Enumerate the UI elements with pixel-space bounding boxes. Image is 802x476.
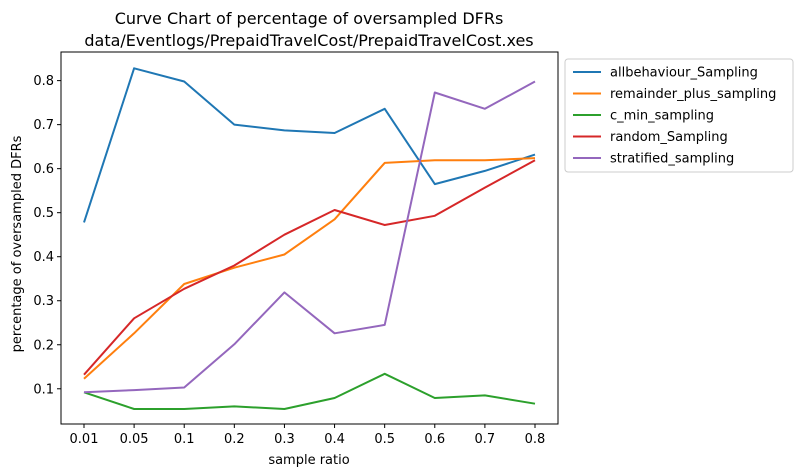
plot-frame xyxy=(60,51,559,425)
y-tick-label: 0.7 xyxy=(33,118,54,133)
series-line-stratified_sampling xyxy=(83,80,536,394)
x-tick-label: 0.8 xyxy=(525,432,546,447)
x-tick-label: 0.1 xyxy=(174,432,195,447)
series-line-remainder_plus_sampling xyxy=(83,157,536,380)
legend-label: allbehaviour_Sampling xyxy=(610,66,758,81)
y-tick-label: 0.6 xyxy=(33,162,54,177)
y-tick-label: 0.3 xyxy=(33,294,54,309)
x-tick-label: 0.05 xyxy=(120,432,149,447)
x-tick-label: 0.3 xyxy=(274,432,295,447)
y-tick-label: 0.5 xyxy=(33,206,54,221)
y-axis-label: percentage of oversampled DFRs xyxy=(10,135,25,352)
series-line-random_Sampling xyxy=(83,159,536,376)
plot-area xyxy=(60,51,559,425)
legend-label: remainder_plus_sampling xyxy=(610,87,776,102)
series-line-c_min_sampling xyxy=(83,372,536,410)
legend: allbehaviour_Sampling remainder_plus_samp… xyxy=(564,58,794,173)
x-tick-label: 0.2 xyxy=(224,432,245,447)
x-tick-label: 0.6 xyxy=(424,432,445,447)
y-tick-label: 0.1 xyxy=(33,382,54,397)
x-axis-label: sample ratio xyxy=(268,453,349,468)
x-tick-label: 0.5 xyxy=(374,432,395,447)
x-axis: 0.01 0.05 0.1 0.2 0.3 0.4 0.5 0.6 0.7 0.8 xyxy=(70,424,546,447)
legend-label: c_min_sampling xyxy=(610,109,714,124)
x-tick-label: 0.4 xyxy=(324,432,345,447)
y-tick-label: 0.8 xyxy=(33,74,54,89)
y-tick-label: 0.2 xyxy=(33,338,54,353)
legend-box xyxy=(564,58,794,173)
y-tick-label: 0.4 xyxy=(33,250,54,265)
series-line-allbehaviour_Sampling xyxy=(83,67,536,223)
legend-label: random_Sampling xyxy=(610,130,728,145)
chart-title: Curve Chart of percentage of oversampled… xyxy=(115,9,504,28)
chart-subtitle: data/Eventlogs/PrepaidTravelCost/Prepaid… xyxy=(84,31,533,50)
x-tick-label: 0.01 xyxy=(70,432,99,447)
y-axis: 0.1 0.2 0.3 0.4 0.5 0.6 0.7 0.8 xyxy=(33,74,61,397)
legend-label: stratified_sampling xyxy=(610,152,734,167)
x-tick-label: 0.7 xyxy=(475,432,496,447)
